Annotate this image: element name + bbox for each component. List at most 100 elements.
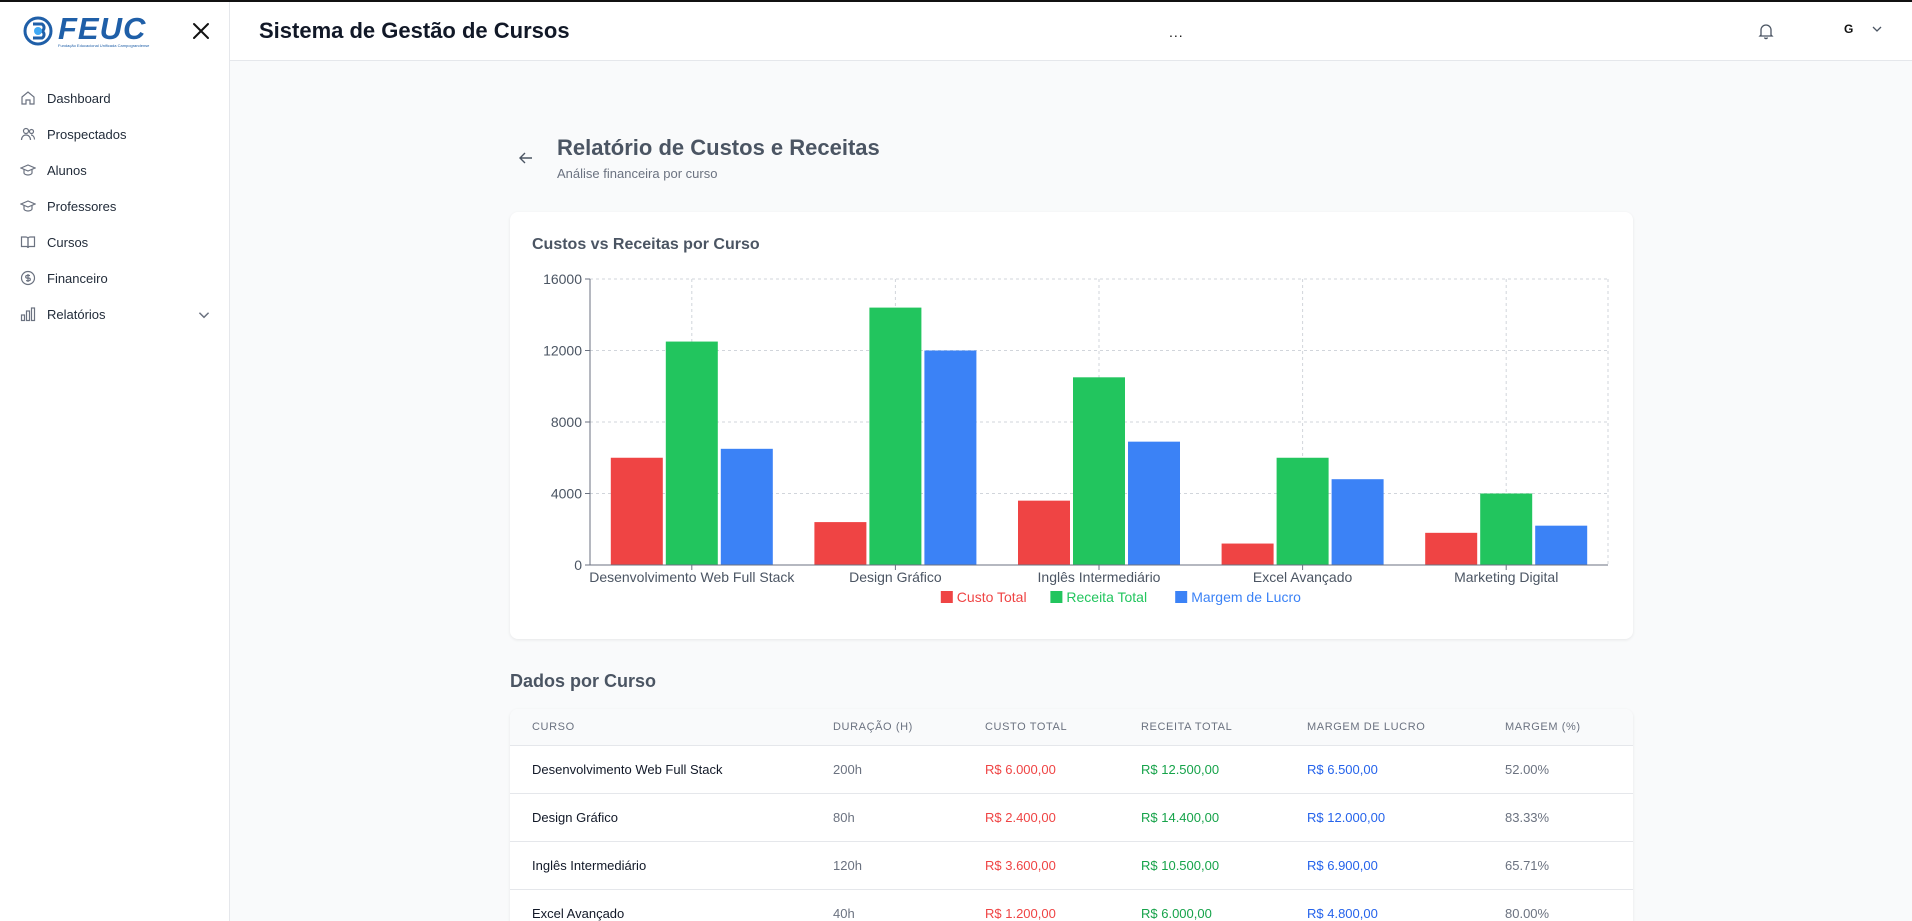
- chart-bar: [1018, 500, 1070, 565]
- chart-bar: [1221, 543, 1274, 565]
- cell-course: Excel Avançado: [510, 889, 811, 921]
- page-subtitle: Análise financeira por curso: [557, 166, 718, 181]
- column-header-duracao: Duração (h): [811, 709, 963, 746]
- sidebar-item-professores[interactable]: Professores: [0, 188, 229, 224]
- chart-bar: [665, 341, 718, 565]
- y-tick-label: 4000: [551, 486, 582, 502]
- app-title: Sistema de Gestão de Cursos: [259, 18, 570, 43]
- cell-margin-percent: 65.71%: [1483, 841, 1633, 890]
- legend-swatch: [1050, 591, 1063, 603]
- close-sidebar-button[interactable]: [188, 18, 214, 44]
- page-title: Relatório de Custos e Receitas: [557, 135, 880, 160]
- table-section-title: Dados por Curso: [510, 671, 657, 691]
- home-icon: [21, 91, 35, 105]
- cell-course: Inglês Intermediário: [510, 841, 811, 890]
- brand: FEUC Fundação Educacional Unificada Camp…: [0, 2, 229, 60]
- cell-course: Design Gráfico: [510, 793, 811, 842]
- column-header-margem-de-lucro: Margem de Lucro: [1285, 709, 1483, 746]
- y-tick-label: 8000: [551, 414, 582, 430]
- bar-chart: Desenvolvimento Web Full Stack Design Grá…: [543, 271, 1609, 605]
- table-row[interactable]: Inglês Intermediário 120h R$ 3.600,00 R$…: [510, 841, 1633, 890]
- sidebar-item-financeiro[interactable]: Financeiro: [0, 260, 229, 296]
- chart-bar: [1425, 532, 1478, 565]
- cell-revenue: R$ 12.500,00: [1119, 745, 1285, 794]
- logo-text: FEUC: [58, 10, 147, 46]
- cell-margin: R$ 4.800,00: [1285, 889, 1483, 921]
- cell-cost: R$ 1.200,00: [963, 889, 1119, 921]
- sidebar-item-label: Cursos: [47, 234, 89, 250]
- logo-subtitle: Fundação Educacional Unificada Campogran…: [58, 42, 150, 48]
- cell-duration: 120h: [811, 841, 963, 890]
- cell-cost: R$ 3.600,00: [963, 841, 1119, 890]
- legend-swatch: [940, 591, 953, 603]
- column-header-custo-total: Custo Total: [963, 709, 1119, 746]
- x-tick-label: Excel Avançado: [1253, 569, 1353, 585]
- cell-margin: R$ 6.900,00: [1285, 841, 1483, 890]
- table-header-row: Curso Duração (h) Custo Total Receita To…: [510, 709, 1633, 746]
- y-tick-label: 0: [574, 557, 582, 573]
- header-more[interactable]: ...: [1169, 24, 1184, 40]
- x-tick-label: Inglês Intermediário: [1038, 569, 1161, 585]
- cell-duration: 200h: [811, 745, 963, 794]
- cell-course: Desenvolvimento Web Full Stack: [510, 745, 811, 794]
- logo[interactable]: FEUC Fundação Educacional Unificada Camp…: [22, 10, 150, 48]
- sidebar-item-label: Relatórios: [47, 306, 106, 322]
- chart-bar: [924, 350, 977, 565]
- sidebar-item-alunos[interactable]: Alunos: [0, 152, 229, 188]
- top-header: Sistema de Gestão de Cursos ... G: [230, 2, 1912, 61]
- cell-margin-percent: 52.00%: [1483, 745, 1633, 794]
- chart-bar: [1128, 441, 1180, 565]
- cell-revenue: R$ 10.500,00: [1119, 841, 1285, 890]
- cell-cost: R$ 2.400,00: [963, 793, 1119, 842]
- sidebar-item-prospectados[interactable]: Prospectados: [0, 116, 229, 152]
- avatar: G: [1844, 22, 1854, 36]
- cell-duration: 40h: [811, 889, 963, 921]
- column-header-curso: Curso: [510, 709, 811, 746]
- cell-duration: 80h: [811, 793, 963, 842]
- table-row[interactable]: Desenvolvimento Web Full Stack 200h R$ 6…: [510, 745, 1633, 794]
- feuc-logo-icon: [23, 16, 53, 46]
- chart-bar: [610, 457, 663, 565]
- sidebar-item-label: Alunos: [47, 162, 87, 178]
- table-row[interactable]: Design Gráfico 80h R$ 2.400,00 R$ 14.400…: [510, 793, 1633, 842]
- dollar-circle-icon: [20, 270, 36, 286]
- cell-margin: R$ 12.000,00: [1285, 793, 1483, 842]
- column-header-margem-percent: Margem (%): [1483, 709, 1633, 746]
- chart-bar: [1073, 377, 1125, 565]
- y-tick-label: 12000: [543, 343, 582, 359]
- chart-bar: [869, 307, 922, 565]
- sidebar-nav: Dashboard Prospectados Alunos Professore…: [0, 60, 229, 332]
- graduation-cap-icon: [20, 200, 36, 212]
- x-tick-label: Desenvolvimento Web Full Stack: [589, 569, 795, 585]
- cell-margin-percent: 80.00%: [1483, 889, 1633, 921]
- legend-label: Receita Total: [1066, 589, 1147, 605]
- user-menu[interactable]: G: [1844, 22, 1883, 36]
- chart-title: Custos vs Receitas por Curso: [532, 236, 760, 253]
- sidebar-item-relatorios[interactable]: Relatórios: [0, 296, 229, 332]
- sidebar-item-dashboard[interactable]: Dashboard: [0, 80, 229, 116]
- back-arrow-icon[interactable]: [516, 148, 536, 168]
- chart-bar: [1480, 493, 1533, 565]
- legend-swatch: [1175, 591, 1188, 603]
- cell-margin: R$ 6.500,00: [1285, 745, 1483, 794]
- window-top-border: [0, 0, 1912, 2]
- x-tick-label: Marketing Digital: [1454, 569, 1558, 585]
- chart-card: Custos vs Receitas por Curso Desenvolvim…: [510, 212, 1633, 639]
- chevron-down-icon: [1872, 26, 1882, 32]
- y-tick-label: 16000: [543, 271, 582, 287]
- sidebar-item-label: Financeiro: [47, 270, 108, 286]
- chart-bar: [1276, 457, 1329, 565]
- sidebar-item-label: Prospectados: [47, 126, 127, 142]
- close-icon: [193, 23, 209, 39]
- column-header-receita-total: Receita Total: [1119, 709, 1285, 746]
- chart-bar: [1331, 479, 1384, 565]
- bar-chart-icon: [20, 307, 36, 322]
- sidebar-item-cursos[interactable]: Cursos: [0, 224, 229, 260]
- course-table: Curso Duração (h) Custo Total Receita To…: [510, 709, 1633, 921]
- cell-revenue: R$ 6.000,00: [1119, 889, 1285, 921]
- table-row[interactable]: Excel Avançado 40h R$ 1.200,00 R$ 6.000,…: [510, 889, 1633, 921]
- bell-icon[interactable]: [1757, 22, 1775, 40]
- chart-bar: [814, 522, 867, 565]
- book-icon: [20, 236, 36, 249]
- chevron-down-icon[interactable]: [196, 307, 212, 323]
